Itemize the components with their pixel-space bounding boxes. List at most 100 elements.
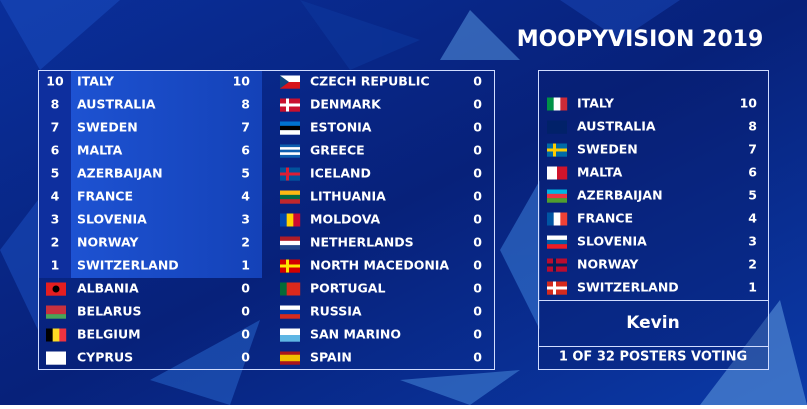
country-name: DENMARK <box>310 97 382 112</box>
flag-stripe <box>280 335 300 342</box>
flag <box>280 144 300 158</box>
score: 0 <box>473 350 482 365</box>
points: 3 <box>748 234 757 249</box>
country-name: NORWAY <box>577 257 639 272</box>
country-name: ITALY <box>577 96 615 111</box>
flag <box>547 212 568 226</box>
flag <box>547 97 568 111</box>
country-name: NORTH MACEDONIA <box>310 258 449 273</box>
flag <box>280 328 300 342</box>
points-given: 10 <box>46 74 64 89</box>
country-name: BELGIUM <box>77 327 141 342</box>
points-given: 2 <box>51 235 60 250</box>
country-name: AUSTRALIA <box>77 97 156 112</box>
flag-stripe <box>280 309 300 315</box>
score: 0 <box>241 350 250 365</box>
country-name: FRANCE <box>577 211 633 226</box>
score: 0 <box>473 143 482 158</box>
flag-stripe <box>280 213 287 227</box>
score: 0 <box>473 74 482 89</box>
points-given: 7 <box>51 120 60 135</box>
flag-stripe <box>280 199 300 204</box>
voting-status: 1 OF 32 POSTERS VOTING <box>559 350 747 365</box>
score: 0 <box>473 212 482 227</box>
flag <box>280 167 300 181</box>
rank-block <box>39 71 71 278</box>
score: 7 <box>241 120 250 135</box>
flag-cross <box>547 286 567 290</box>
flag-stripe <box>46 305 66 311</box>
flag-stripe <box>280 125 300 131</box>
scoreboard-frame <box>38 70 495 370</box>
score: 0 <box>241 281 250 296</box>
country-name: ALBANIA <box>77 281 139 296</box>
flag-stripe <box>280 358 300 362</box>
score: 0 <box>473 120 482 135</box>
flag-stripe <box>280 82 300 89</box>
score: 2 <box>241 235 250 250</box>
score: 0 <box>473 97 482 112</box>
country-name: CYPRUS <box>77 350 133 365</box>
flag-stripe <box>280 282 287 296</box>
flag-stripe <box>280 240 300 246</box>
flag-stripe <box>553 97 561 111</box>
flag <box>547 281 567 295</box>
flag-stripe <box>557 166 568 180</box>
flag-stripe <box>293 282 301 296</box>
flag <box>280 98 300 112</box>
flag-stripe <box>286 213 294 227</box>
country-name: SWEDEN <box>77 120 138 135</box>
country-name: AUSTRALIA <box>577 119 656 134</box>
points-given: 4 <box>51 189 60 204</box>
country-name: SLOVENIA <box>577 234 647 249</box>
title: MOOPYVISION 2019 <box>517 27 764 52</box>
flag <box>547 235 567 249</box>
flag <box>280 259 300 273</box>
score: 0 <box>473 166 482 181</box>
flag-stripe <box>280 354 300 359</box>
flag-stripe <box>280 154 300 158</box>
flag-stripe <box>280 245 300 250</box>
flag <box>280 305 300 319</box>
score: 5 <box>241 166 250 181</box>
country-name: BELARUS <box>77 304 141 319</box>
flag-stripe <box>280 147 300 150</box>
flag-stripe <box>46 314 66 319</box>
flag-stripe <box>547 198 567 203</box>
points: 10 <box>740 96 758 111</box>
flag-stripe <box>547 166 558 180</box>
flag-stripe <box>280 130 300 135</box>
points-given: 8 <box>51 97 60 112</box>
flag-stripe <box>547 244 567 249</box>
points: 8 <box>748 119 757 134</box>
flag-stripe <box>59 328 67 342</box>
voter-panel-frame <box>538 70 769 370</box>
flag <box>280 75 300 89</box>
country-name: FRANCE <box>77 189 133 204</box>
points: 6 <box>748 165 757 180</box>
flag <box>547 189 567 203</box>
country-name: ESTONIA <box>310 120 372 135</box>
country-name: ITALY <box>77 74 115 89</box>
flag <box>46 305 66 319</box>
flag-stripe <box>547 97 554 111</box>
country-name: RUSSIA <box>310 304 362 319</box>
flag <box>46 351 66 365</box>
country-name: SWITZERLAND <box>77 258 179 273</box>
points: 7 <box>748 142 757 157</box>
score: 0 <box>473 327 482 342</box>
country-name: NETHERLANDS <box>310 235 414 250</box>
flag <box>46 282 66 296</box>
score: 0 <box>473 281 482 296</box>
country-name: SAN MARINO <box>310 327 401 342</box>
points: 5 <box>748 188 757 203</box>
country-name: MALTA <box>77 143 123 158</box>
score: 0 <box>473 189 482 204</box>
flag-stripe <box>280 152 300 156</box>
score: 0 <box>473 304 482 319</box>
flag-stripe <box>52 328 60 342</box>
country-name: SWITZERLAND <box>577 280 679 295</box>
country-name: MOLDOVA <box>310 212 381 227</box>
voter-name: Kevin <box>626 313 679 333</box>
score: 8 <box>241 97 250 112</box>
